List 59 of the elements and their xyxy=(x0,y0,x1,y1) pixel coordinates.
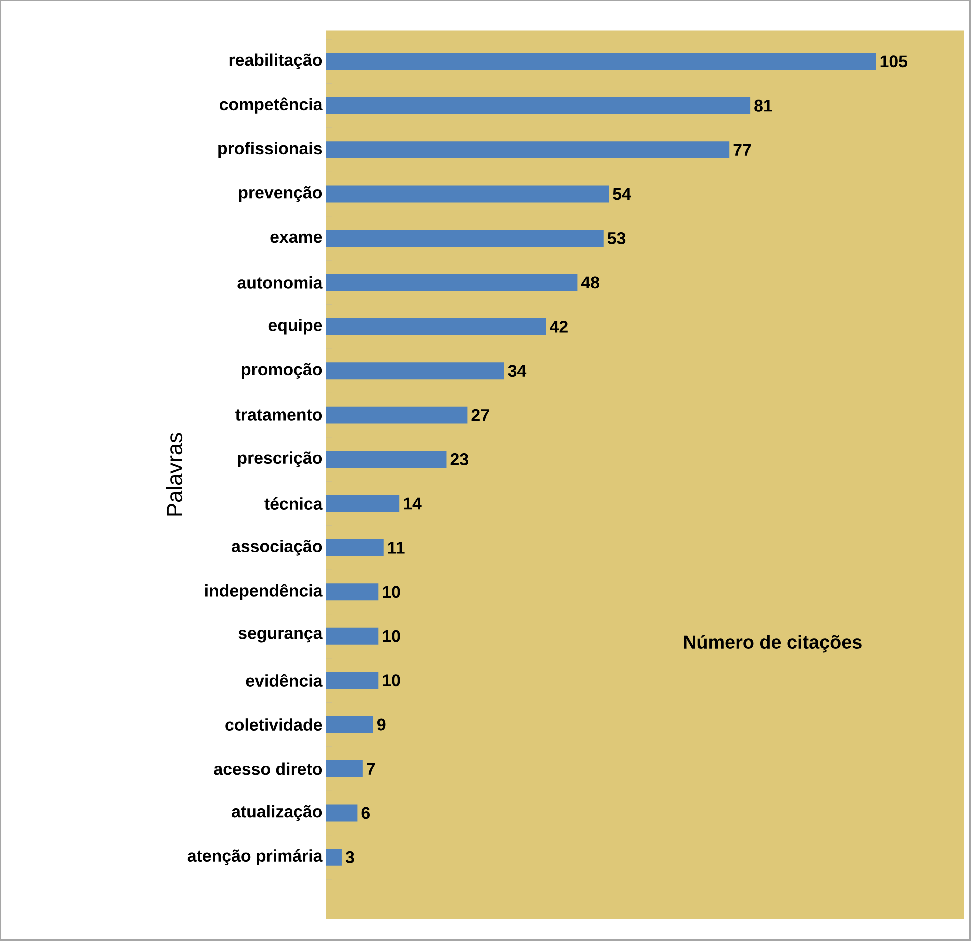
y-tick-label: prescrição xyxy=(238,452,322,468)
bar xyxy=(326,628,379,645)
bar xyxy=(326,406,468,424)
bar xyxy=(326,760,363,778)
y-tick-label: prevenção xyxy=(239,186,322,202)
data-label: 6 xyxy=(362,807,370,820)
data-label: 10 xyxy=(383,674,400,687)
data-label: 23 xyxy=(450,454,468,466)
bar xyxy=(326,186,610,203)
y-tick-label: atualização xyxy=(232,805,322,822)
y-tick-label: competência xyxy=(220,98,323,114)
x-axis-title: Número de citações xyxy=(684,634,862,653)
bar xyxy=(326,362,504,380)
data-label: 10 xyxy=(383,630,400,642)
y-tick-label: associação xyxy=(232,540,322,556)
bar xyxy=(326,142,730,159)
data-label: 34 xyxy=(508,365,527,378)
y-tick-label: técnica xyxy=(264,497,323,510)
y-tick-label: autonomia xyxy=(238,276,323,289)
data-label: 77 xyxy=(734,144,752,156)
y-tick-label: independência xyxy=(206,584,323,600)
data-label: 27 xyxy=(472,409,490,422)
bar xyxy=(326,274,578,292)
y-tick-label: exame xyxy=(270,234,322,244)
y-tick-label: profissionais xyxy=(218,142,322,158)
bar xyxy=(326,318,546,336)
y-tick-label: acesso direto xyxy=(214,762,322,776)
data-label: 11 xyxy=(388,542,405,554)
y-tick-label: segurança xyxy=(238,630,323,643)
bar xyxy=(326,451,447,468)
bar xyxy=(326,230,604,247)
y-tick-label: equipe xyxy=(268,319,322,335)
bar xyxy=(326,672,379,690)
bar xyxy=(326,539,384,556)
data-label: 42 xyxy=(550,320,568,333)
y-tick-label: tratamento xyxy=(236,410,322,421)
data-label: 53 xyxy=(608,232,626,244)
data-label: 7 xyxy=(367,763,376,775)
bar xyxy=(326,848,342,866)
y-axis-title: Palavras xyxy=(166,433,183,516)
y-tick-label: promoção xyxy=(242,363,322,379)
bar xyxy=(326,804,358,822)
y-tick-label: atenção primária xyxy=(188,849,323,866)
bar xyxy=(326,53,876,70)
y-tick-label: coletividade xyxy=(226,718,322,731)
bar xyxy=(326,716,374,734)
data-label: 9 xyxy=(378,718,386,731)
bar xyxy=(326,97,751,114)
data-label: 105 xyxy=(880,56,908,68)
bar xyxy=(326,495,400,512)
data-label: 3 xyxy=(346,851,354,864)
data-label: 48 xyxy=(581,276,600,289)
data-label: 14 xyxy=(404,498,422,510)
y-tick-label: evidência xyxy=(246,674,323,687)
y-tick-label: reabilitação xyxy=(230,54,322,70)
data-label: 54 xyxy=(613,188,632,200)
data-label: 81 xyxy=(754,100,772,112)
data-label: 10 xyxy=(383,586,400,598)
bar xyxy=(326,584,379,601)
